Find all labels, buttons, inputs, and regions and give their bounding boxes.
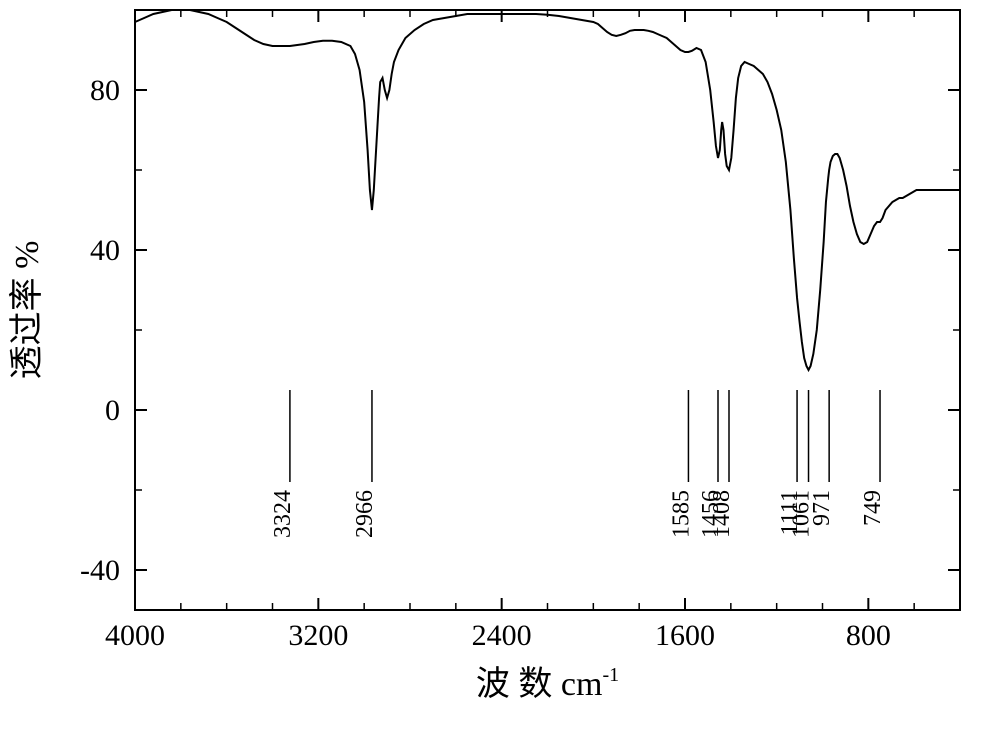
peak-label: 1585	[668, 490, 694, 538]
x-tick-label: 1600	[655, 619, 715, 652]
peak-label: 1408	[709, 490, 735, 538]
y-tick-label: 0	[105, 394, 120, 427]
peak-label: 749	[860, 490, 886, 526]
y-tick-label: -40	[80, 554, 120, 587]
peak-label: 971	[809, 490, 835, 526]
y-tick-label: 80	[90, 74, 120, 107]
chart-svg: 4000 3200 2400 1600 800 -40 0 40 80 3324 2966 1585 1…	[0, 0, 1000, 747]
x-tick-label: 2400	[472, 619, 532, 652]
x-tick-label: 800	[846, 619, 891, 652]
ir-spectrum-chart: 4000 3200 2400 1600 800 -40 0 40 80 3324 2966 1585 1…	[0, 0, 1000, 747]
x-axis-label: 波 数 cm-1	[476, 664, 619, 703]
peak-label: 3324	[270, 490, 296, 538]
x-tick-label: 3200	[288, 619, 348, 652]
x-tick-label: 4000	[105, 619, 165, 652]
y-tick-label: 40	[90, 234, 120, 267]
spectrum-line	[135, 10, 960, 370]
peak-label: 2966	[352, 490, 378, 538]
y-axis-label: 透过率 %	[8, 241, 46, 380]
